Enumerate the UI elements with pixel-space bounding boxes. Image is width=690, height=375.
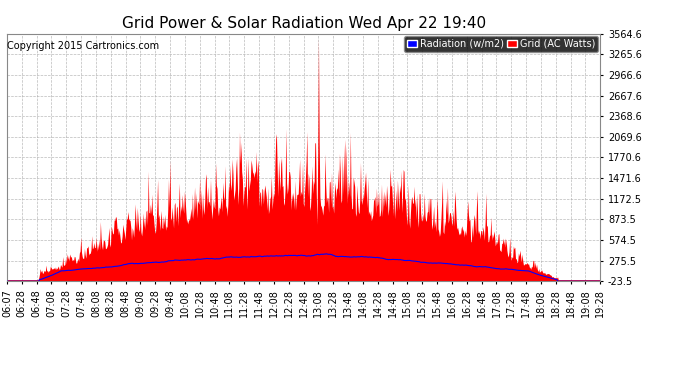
Title: Grid Power & Solar Radiation Wed Apr 22 19:40: Grid Power & Solar Radiation Wed Apr 22 … — [121, 16, 486, 31]
Legend: Radiation (w/m2), Grid (AC Watts): Radiation (w/m2), Grid (AC Watts) — [404, 36, 598, 51]
Text: Copyright 2015 Cartronics.com: Copyright 2015 Cartronics.com — [8, 41, 159, 51]
